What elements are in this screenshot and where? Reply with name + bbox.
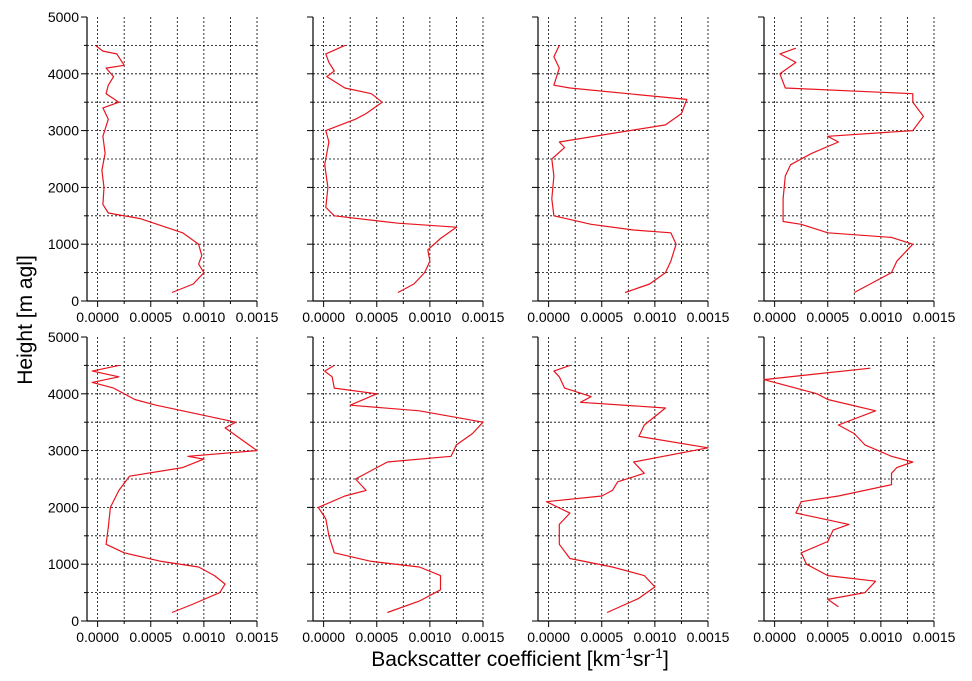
y-tick-label: 4000	[48, 66, 79, 82]
x-tick-label: 0.0015	[462, 629, 505, 645]
x-tick-label: 0.0005	[806, 309, 849, 325]
panel-row2-col1: 0 1000 2000 3000 4000 5000 0.0000 0.0005 0.0010 0…	[48, 329, 279, 645]
x-tick-label: 0.0015	[913, 309, 956, 325]
x-tick-label: 0.0010	[633, 309, 676, 325]
panel-row1-col1: 0 1000 2000 3000 4000 5000 0.0000 0.0005 0.0010 0…	[48, 9, 279, 325]
y-tick-label: 0	[71, 613, 79, 629]
x-tick-label: 0.0000	[302, 629, 345, 645]
panel-row1-col2: 0.0000 0.0005 0.0010 0.0015	[302, 16, 505, 325]
x-tick-label: 0.0000	[527, 309, 570, 325]
x-tick-label: 0.0010	[182, 629, 225, 645]
panel-row2-col2: 0.0000 0.0005 0.0010 0.0015	[302, 336, 505, 645]
x-tick-label: 0.0000	[753, 309, 796, 325]
panel-row1-col4: 0.0000 0.0005 0.0010 0.0015	[753, 16, 956, 325]
series-line	[91, 364, 258, 614]
x-axis-label: Backscatter coefficient [km-1sr-1]	[371, 645, 669, 671]
panel-row2-col3: 0.0000 0.0005 0.0010 0.0015	[527, 336, 730, 645]
x-tick-label: 0.0005	[806, 629, 849, 645]
x-tick-label: 0.0000	[753, 629, 796, 645]
x-tick-label: 0.0015	[913, 629, 956, 645]
x-tick-label: 0.0000	[527, 629, 570, 645]
x-tick-label: 0.0000	[302, 309, 345, 325]
x-tick-label: 0.0005	[129, 309, 172, 325]
x-tick-label: 0.0010	[408, 309, 451, 325]
x-tick-label: 0.0010	[859, 309, 902, 325]
x-tick-label: 0.0005	[129, 629, 172, 645]
y-tick-label: 4000	[48, 386, 79, 402]
y-tick-label: 3000	[48, 443, 79, 459]
x-tick-label: 0.0010	[633, 629, 676, 645]
series-line	[324, 44, 457, 294]
x-axis-label-sup1: -1	[621, 645, 634, 661]
x-tick-label: 0.0010	[859, 629, 902, 645]
y-tick-label: 1000	[48, 236, 79, 252]
series-line	[779, 47, 924, 294]
x-tick-label: 0.0015	[462, 309, 505, 325]
y-tick-label: 5000	[48, 9, 79, 25]
series-line	[763, 367, 914, 608]
y-tick-label: 3000	[48, 123, 79, 139]
series-line	[551, 45, 688, 294]
x-tick-label: 0.0015	[687, 629, 730, 645]
x-axis-label-base: Backscatter coefficient [km	[371, 648, 620, 671]
x-tick-label: 0.0015	[236, 629, 279, 645]
x-tick-label: 0.0015	[236, 309, 279, 325]
panel-row1-col3: 0.0000 0.0005 0.0010 0.0015	[527, 16, 730, 325]
y-tick-label: 1000	[48, 556, 79, 572]
x-tick-label: 0.0015	[687, 309, 730, 325]
x-tick-label: 0.0005	[580, 309, 623, 325]
y-tick-label: 5000	[48, 329, 79, 345]
x-tick-label: 0.0005	[580, 629, 623, 645]
x-tick-label: 0.0010	[182, 309, 225, 325]
x-tick-label: 0.0005	[355, 629, 398, 645]
series-line	[95, 44, 205, 294]
x-tick-label: 0.0010	[408, 629, 451, 645]
x-tick-label: 0.0000	[76, 629, 119, 645]
y-axis-label: Height [m agl]	[14, 255, 37, 385]
series-line	[317, 364, 484, 614]
y-tick-label: 2000	[48, 499, 79, 515]
x-axis-label-end: ]	[663, 648, 669, 671]
y-tick-label: 2000	[48, 179, 79, 195]
series-line	[545, 364, 709, 614]
x-axis-label-mid: sr	[633, 648, 651, 671]
x-tick-label: 0.0000	[76, 309, 119, 325]
x-tick-label: 0.0005	[355, 309, 398, 325]
y-tick-label: 0	[71, 293, 79, 309]
x-axis-label-sup2: -1	[651, 645, 664, 661]
panel-row2-col4: 0.0000 0.0005 0.0010 0.0015	[753, 336, 956, 645]
